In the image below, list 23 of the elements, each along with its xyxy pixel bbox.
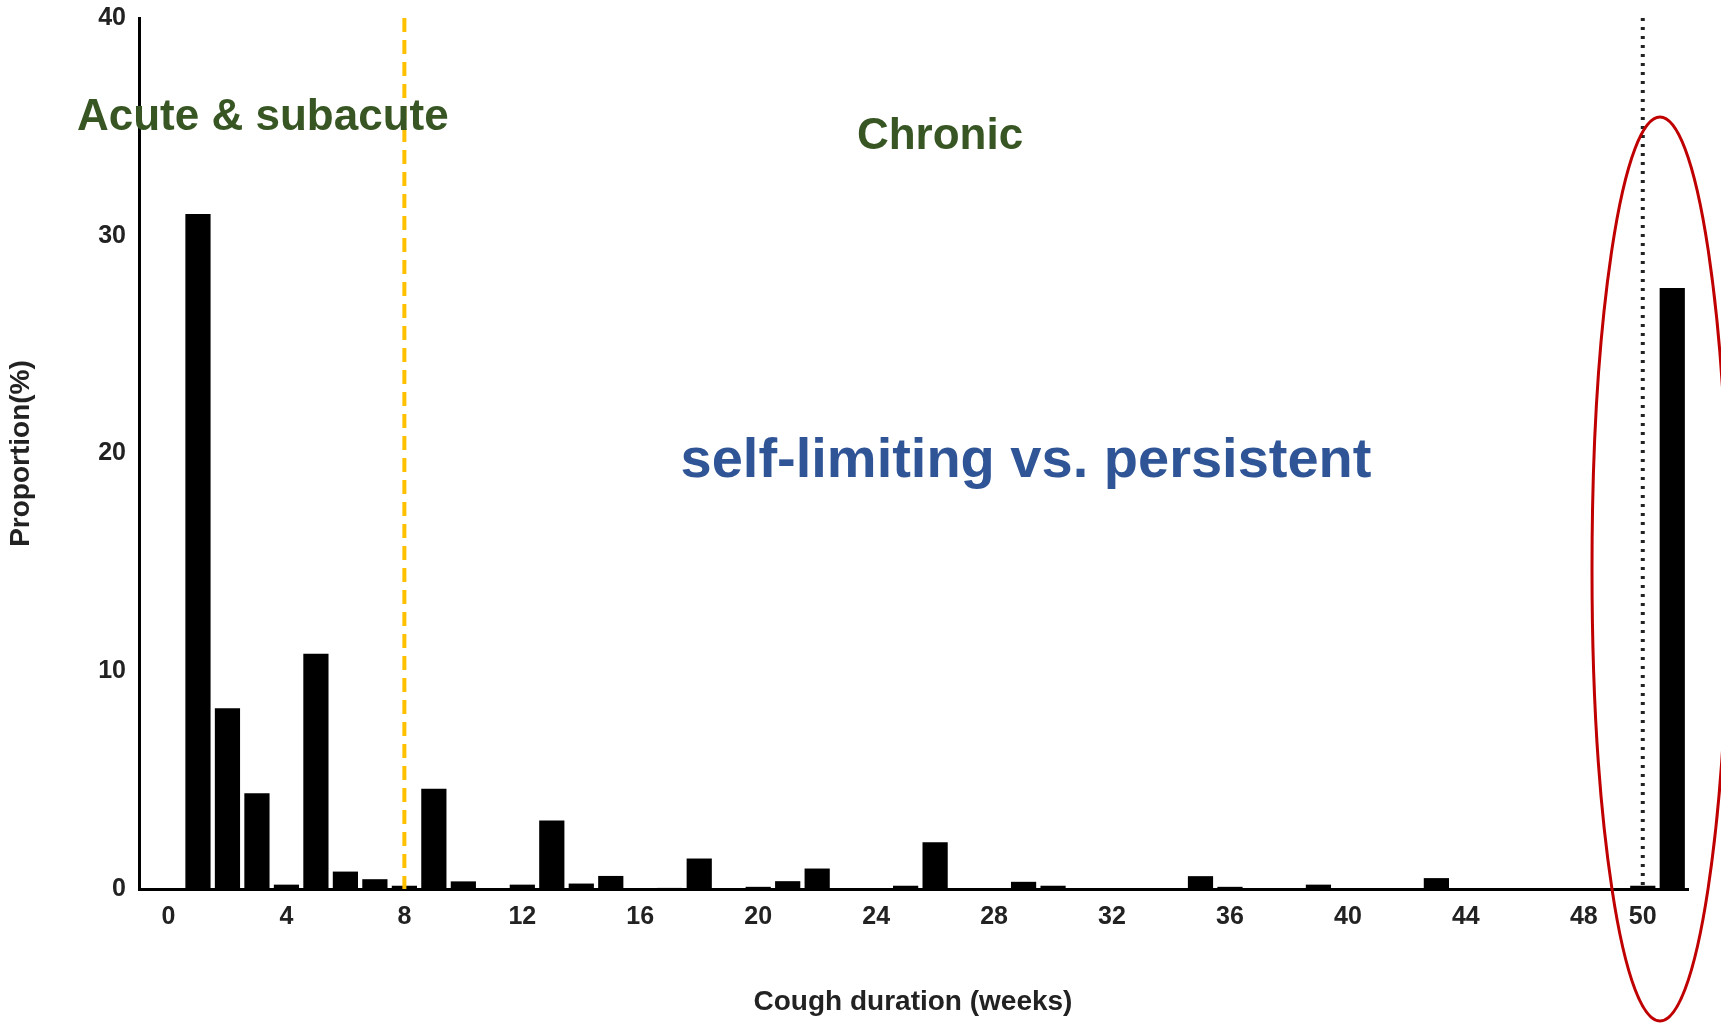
x-tick-label: 4: [279, 900, 294, 929]
x-tick-label: 8: [397, 900, 412, 929]
y-tick-label: 40: [98, 1, 126, 30]
x-tick-label: 40: [1334, 900, 1362, 929]
y-tick-label: 20: [98, 437, 126, 466]
x-tick-label: 50: [1628, 900, 1657, 929]
x-tick-label: 36: [1216, 900, 1244, 929]
x-tick-label: 20: [744, 900, 773, 929]
x-tick-label: 48: [1569, 900, 1598, 929]
y-axis-title: Proportion(%): [3, 360, 35, 547]
annotation: Chronic: [856, 109, 1024, 159]
annotation: self-limiting vs. persistent: [680, 426, 1372, 490]
x-tick-label: 24: [862, 900, 891, 929]
x-tick-label: 44: [1451, 900, 1480, 929]
y-tick-label: 30: [98, 219, 126, 248]
x-tick-label: 0: [161, 900, 176, 929]
y-tick-label: 10: [98, 655, 126, 684]
x-tick-label: 32: [1098, 900, 1126, 929]
x-axis-title: Cough duration (weeks): [753, 984, 1073, 1016]
x-tick-label: 16: [626, 900, 655, 929]
y-tick-label: 0: [112, 872, 126, 901]
x-tick-label: 12: [508, 900, 537, 929]
x-tick-label: 28: [980, 900, 1009, 929]
